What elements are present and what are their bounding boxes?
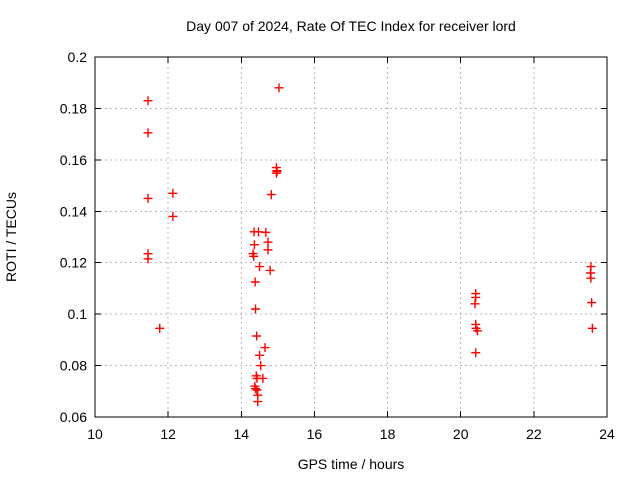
data-point [252,331,262,341]
x-tick-label: 18 [380,426,396,442]
y-tick-label: 0.12 [60,255,87,271]
data-point-layer [143,83,597,407]
data-point [168,188,178,198]
data-point [266,190,276,200]
x-tick-label: 16 [307,426,323,442]
data-point [249,251,259,261]
x-tick-label: 10 [87,426,103,442]
data-point [265,265,275,275]
y-tick-label: 0.06 [60,409,87,425]
data-point [587,298,597,308]
tick-label-layer: 10 12 14 16 18 20 22 24 0.06 0.08 0.1 0.12 0.14 0.16 0… [60,49,615,442]
data-point [274,83,284,93]
y-tick-label: 0.14 [60,203,87,219]
data-point [263,237,273,247]
data-point [143,128,153,138]
data-point [255,350,265,360]
data-point [255,262,265,272]
y-tick-label: 0.08 [60,358,87,374]
data-point [261,227,271,237]
data-point [143,193,153,203]
x-tick-label: 22 [526,426,542,442]
data-point [271,168,281,178]
data-point [250,277,260,287]
x-axis-label: GPS time / hours [298,456,405,472]
data-point [155,323,165,333]
data-point [143,96,153,106]
data-point [256,361,266,371]
x-tick-label: 20 [453,426,469,442]
data-point [272,166,282,176]
y-axis-label: ROTI / TECUs [3,192,19,282]
data-point [470,299,480,309]
data-point [251,304,261,314]
data-point [587,323,597,333]
y-tick-label: 0.2 [68,49,88,65]
data-point [260,343,270,353]
data-point [249,240,259,250]
data-point [258,373,268,383]
data-point [143,254,153,264]
data-point [471,348,481,358]
data-point [168,211,178,221]
x-tick-label: 14 [233,426,249,442]
plot-frame [94,56,608,418]
chart-title: Day 007 of 2024, Rate Of TEC Index for r… [186,18,516,34]
data-point [471,292,481,302]
data-point [252,385,262,395]
grid-layer [95,57,607,417]
data-point [251,384,261,394]
data-point [586,273,596,283]
y-tick-label: 0.16 [60,152,87,168]
data-point [253,397,263,407]
data-point [586,262,596,272]
data-point [263,245,273,255]
data-point [473,326,483,336]
frame-layer [94,56,608,418]
x-tick-label: 24 [599,426,615,442]
x-tick-label: 12 [160,426,176,442]
y-tick-label: 0.1 [68,306,88,322]
y-tick-label: 0.18 [60,100,87,116]
